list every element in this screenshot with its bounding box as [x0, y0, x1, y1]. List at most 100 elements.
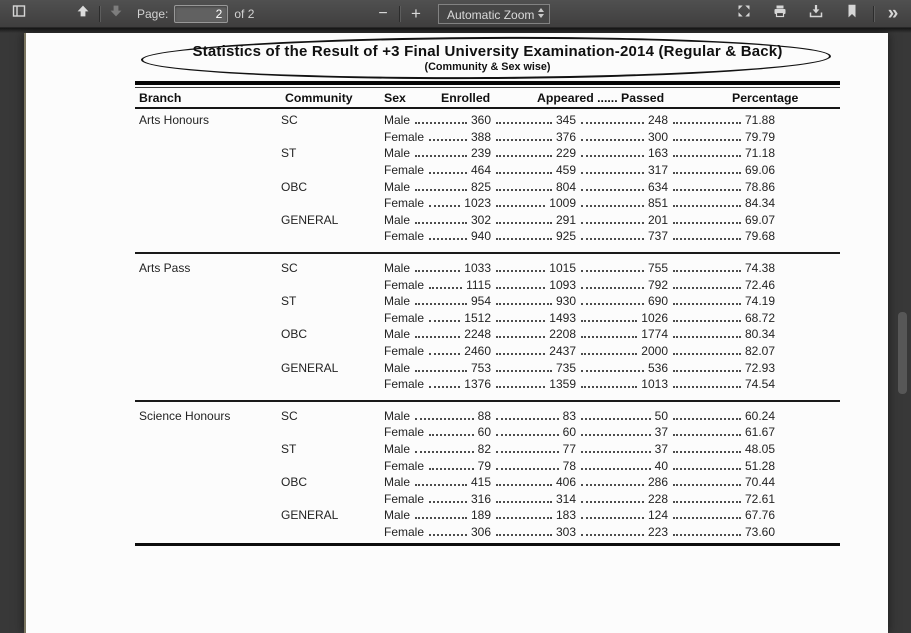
page-down-icon — [108, 3, 124, 24]
previous-page-button[interactable] — [70, 2, 96, 26]
vertical-scrollbar-thumb[interactable] — [898, 312, 907, 394]
percentage-value: 78.86 — [745, 180, 775, 194]
sex-label: Male — [384, 442, 410, 456]
appeared-value: 78 — [563, 459, 576, 473]
dot-leader — [673, 386, 741, 388]
passed-value: 248 — [648, 113, 668, 127]
dot-leader — [581, 172, 644, 174]
community-label: OBC — [281, 475, 379, 489]
percentage-group: 74.54 — [668, 376, 775, 393]
passed-group: 300 — [576, 129, 668, 146]
dot-leader — [429, 353, 460, 355]
passed-value: 792 — [648, 278, 668, 292]
header-appeared-passed: Appeared ...... Passed — [537, 91, 664, 105]
enrolled-value: 2248 — [464, 327, 491, 341]
horizontal-rule-thin — [135, 87, 840, 88]
sex-label: Female — [384, 229, 424, 243]
dot-leader — [415, 155, 467, 157]
dot-leader — [673, 205, 741, 207]
page-up-icon — [75, 3, 91, 24]
appeared-value: 291 — [556, 213, 576, 227]
dot-leader — [581, 484, 644, 486]
dot-leader — [673, 287, 741, 289]
next-page-button[interactable] — [103, 2, 129, 26]
percentage-group: 68.72 — [668, 310, 775, 327]
dot-leader — [673, 139, 741, 141]
enrolled-value: 464 — [471, 163, 491, 177]
dot-leader — [496, 155, 552, 157]
bookmark-button[interactable] — [834, 2, 870, 26]
passed-group: 286 — [576, 474, 668, 491]
dot-leader — [496, 418, 559, 420]
page-number-input[interactable] — [174, 5, 228, 23]
print-button[interactable] — [762, 2, 798, 26]
presentation-mode-button[interactable] — [726, 2, 762, 26]
appeared-value: 925 — [556, 229, 576, 243]
percentage-group: 79.68 — [668, 228, 775, 245]
percentage-value: 73.60 — [745, 525, 775, 539]
dot-leader — [581, 434, 651, 436]
percentage-value: 60.24 — [745, 409, 775, 423]
passed-group: 2000 — [576, 343, 668, 360]
dot-leader — [581, 353, 637, 355]
percentage-group: 60.24 — [668, 408, 775, 425]
community-label: SC — [281, 261, 379, 275]
percentage-group: 84.34 — [668, 195, 775, 212]
toolbar-divider — [399, 6, 400, 22]
dot-leader — [581, 155, 644, 157]
header-percentage: Percentage — [732, 91, 798, 105]
appeared-group: 291 — [491, 212, 576, 229]
tools-menu-button[interactable]: » — [877, 2, 909, 26]
enrolled-value: 940 — [471, 229, 491, 243]
zoom-out-button[interactable]: − — [370, 2, 396, 26]
branch-label: Science Honours — [135, 409, 281, 423]
percentage-value: 72.61 — [745, 492, 775, 506]
community-label: OBC — [281, 327, 379, 341]
toolbar-divider — [873, 6, 874, 22]
enrolled-value: 1023 — [464, 196, 491, 210]
dot-leader — [581, 468, 651, 470]
community-label: ST — [281, 442, 379, 456]
dot-leader — [581, 287, 644, 289]
zoom-out-icon: − — [378, 6, 387, 22]
percentage-group: 82.07 — [668, 343, 775, 360]
passed-group: 37 — [576, 441, 668, 458]
enrolled-value: 189 — [471, 508, 491, 522]
percentage-value: 70.44 — [745, 475, 775, 489]
percentage-value: 79.79 — [745, 130, 775, 144]
dot-leader — [581, 418, 651, 420]
appeared-value: 60 — [563, 425, 576, 439]
community-label: GENERAL — [281, 361, 379, 375]
dot-leader — [415, 484, 467, 486]
appeared-group: 930 — [491, 293, 576, 310]
appeared-value: 314 — [556, 492, 576, 506]
passed-group: 634 — [576, 178, 668, 195]
dot-leader — [496, 122, 552, 124]
dot-leader — [429, 534, 467, 536]
passed-value: 286 — [648, 475, 668, 489]
appeared-value: 303 — [556, 525, 576, 539]
dot-leader — [581, 501, 644, 503]
passed-value: 690 — [648, 294, 668, 308]
sidebar-toggle-button[interactable] — [6, 2, 32, 26]
appeared-group: 229 — [491, 145, 576, 162]
percentage-value: 51.28 — [745, 459, 775, 473]
zoom-in-button[interactable]: + — [403, 2, 429, 26]
zoom-level-select[interactable]: Automatic Zoom — [438, 4, 550, 24]
percentage-value: 71.88 — [745, 113, 775, 127]
percentage-value: 71.18 — [745, 146, 775, 160]
sex-label: Male — [384, 294, 410, 308]
download-button[interactable] — [798, 2, 834, 26]
percentage-value: 82.07 — [745, 344, 775, 358]
dot-leader — [581, 238, 644, 240]
